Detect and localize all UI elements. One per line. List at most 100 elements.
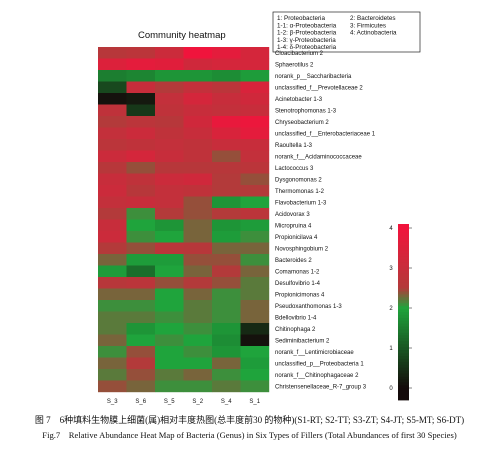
heatmap-cell (155, 334, 184, 347)
legend-entry: 1-4: δ-Proteobacteria (277, 44, 337, 51)
heatmap-cell (126, 139, 156, 151)
scale-segment (398, 259, 409, 263)
heatmap-cell (183, 208, 213, 220)
heatmap-cell (155, 185, 184, 197)
heatmap-cell (183, 265, 213, 278)
scale-segment (398, 367, 409, 372)
heatmap-cell (155, 300, 184, 312)
heatmap-cell (183, 47, 213, 59)
heatmap-cell (98, 58, 127, 71)
heatmap-cell (183, 127, 213, 140)
heatmap-cell (126, 369, 156, 381)
row-label: Comamonas 1-2 (275, 269, 320, 275)
heatmap-cell (212, 208, 241, 220)
heatmap-cell (212, 334, 241, 347)
scale-segment (398, 235, 409, 240)
scale-segment (398, 226, 409, 231)
scale-segment (398, 361, 409, 366)
scale-segment (398, 276, 409, 281)
heatmap-cell (240, 323, 270, 335)
heatmap-cell (155, 116, 184, 128)
heatmap-cell (98, 185, 127, 197)
legend-entry: 1-1: α-Proteobacteria (277, 22, 337, 29)
heatmap-cell (98, 116, 127, 128)
scale-segment (398, 262, 409, 266)
heatmap-cell (183, 242, 213, 255)
heatmap-cell (126, 47, 156, 59)
scale-segment (398, 291, 409, 295)
column-label: S_6 (135, 399, 146, 405)
legend-entry: 3: Firmicutes (350, 22, 386, 29)
heatmap-cell (212, 47, 241, 59)
heatmap-cell (126, 277, 156, 289)
heatmap-cell (240, 369, 270, 381)
heatmap-cell (183, 334, 213, 347)
row-label: Propionicilava 4 (275, 235, 318, 241)
legend-entry: 1-3: γ-Proteobacteria (277, 37, 336, 44)
column-label: S_1 (249, 399, 260, 405)
heatmap-cell (183, 70, 213, 82)
heatmap-cell (126, 208, 156, 220)
heatmap-cell (212, 311, 241, 324)
row-label: Novosphingobium 2 (275, 246, 329, 252)
heatmap-cell (240, 380, 270, 393)
scale-tick-label: 3 (389, 266, 393, 272)
heatmap-cell (240, 219, 270, 232)
row-label: Stenotrophomonas 1-3 (275, 108, 337, 114)
scale-segment (398, 326, 409, 330)
heatmap-cell (126, 127, 156, 140)
heatmap-cell (183, 369, 213, 381)
scale-segment (398, 247, 409, 251)
scale-segment (398, 238, 409, 242)
scale-segment (398, 285, 409, 289)
heatmap-cell (126, 70, 156, 82)
row-label: Cloacibacterium 2 (275, 51, 324, 57)
row-label: Propionicimonas 4 (275, 292, 325, 298)
column-labels: S_3 S_6 S_5 S_2 S_4 S_1 (107, 399, 261, 405)
heatmap-cell (212, 162, 241, 174)
heatmap-cell (212, 116, 241, 128)
heatmap-cell (98, 311, 127, 324)
heatmap-cell (155, 369, 184, 381)
row-labels: Cloacibacterium 2 Sphaerotilus 2 norank_p_… (275, 51, 376, 391)
row-label: Christensenellaceae_R-7_group 3 (275, 384, 367, 390)
scale-segment (398, 300, 409, 304)
figure-caption-chinese: 图 7 6种填料生物膜上细菌(属)相对丰度热图(总丰度前30 的物种)(S1-R… (34, 415, 465, 425)
heatmap-cell (126, 242, 156, 255)
column-label: S_2 (192, 399, 203, 405)
heatmap-cell (240, 81, 270, 94)
scale-segment (398, 297, 409, 301)
scale-segment (398, 388, 409, 392)
heatmap-cell (240, 139, 270, 151)
heatmap-cell (212, 242, 241, 255)
row-label: Bdellovibrio 1-4 (275, 315, 317, 321)
scale-tick-label: 0 (389, 386, 393, 392)
heatmap-cell (98, 254, 127, 266)
heatmap-cell (240, 346, 270, 358)
heatmap-cell (183, 219, 213, 232)
heatmap-cell (183, 58, 213, 71)
heatmap-cell (212, 93, 241, 105)
heatmap-cell (183, 357, 213, 370)
heatmap-cell (98, 242, 127, 255)
heatmap-cell (240, 127, 270, 140)
scale-segment (398, 358, 409, 363)
legend-entry: 2: Bacteroidetes (350, 15, 396, 22)
heatmap-cell (155, 139, 184, 151)
row-label: Micropruina 4 (275, 223, 312, 229)
column-label: S_4 (221, 399, 232, 405)
heatmap-cell (212, 300, 241, 312)
heatmap-cell (240, 231, 270, 243)
scale-segment (398, 353, 409, 357)
heatmap-cell (98, 300, 127, 312)
figure-caption-english: Fig.7 Relative Abundance Heat Map of Bac… (42, 430, 457, 440)
heatmap-cell (240, 288, 270, 301)
heatmap-cell (155, 346, 184, 358)
scale-segment (398, 397, 409, 401)
heatmap-cell (183, 196, 213, 209)
legend-entry: 4: Actinobacteria (350, 30, 397, 37)
legend-border (272, 11, 421, 53)
heatmap-cell (240, 58, 270, 71)
heatmap-cell (212, 254, 241, 266)
heatmap-cell (126, 231, 156, 243)
